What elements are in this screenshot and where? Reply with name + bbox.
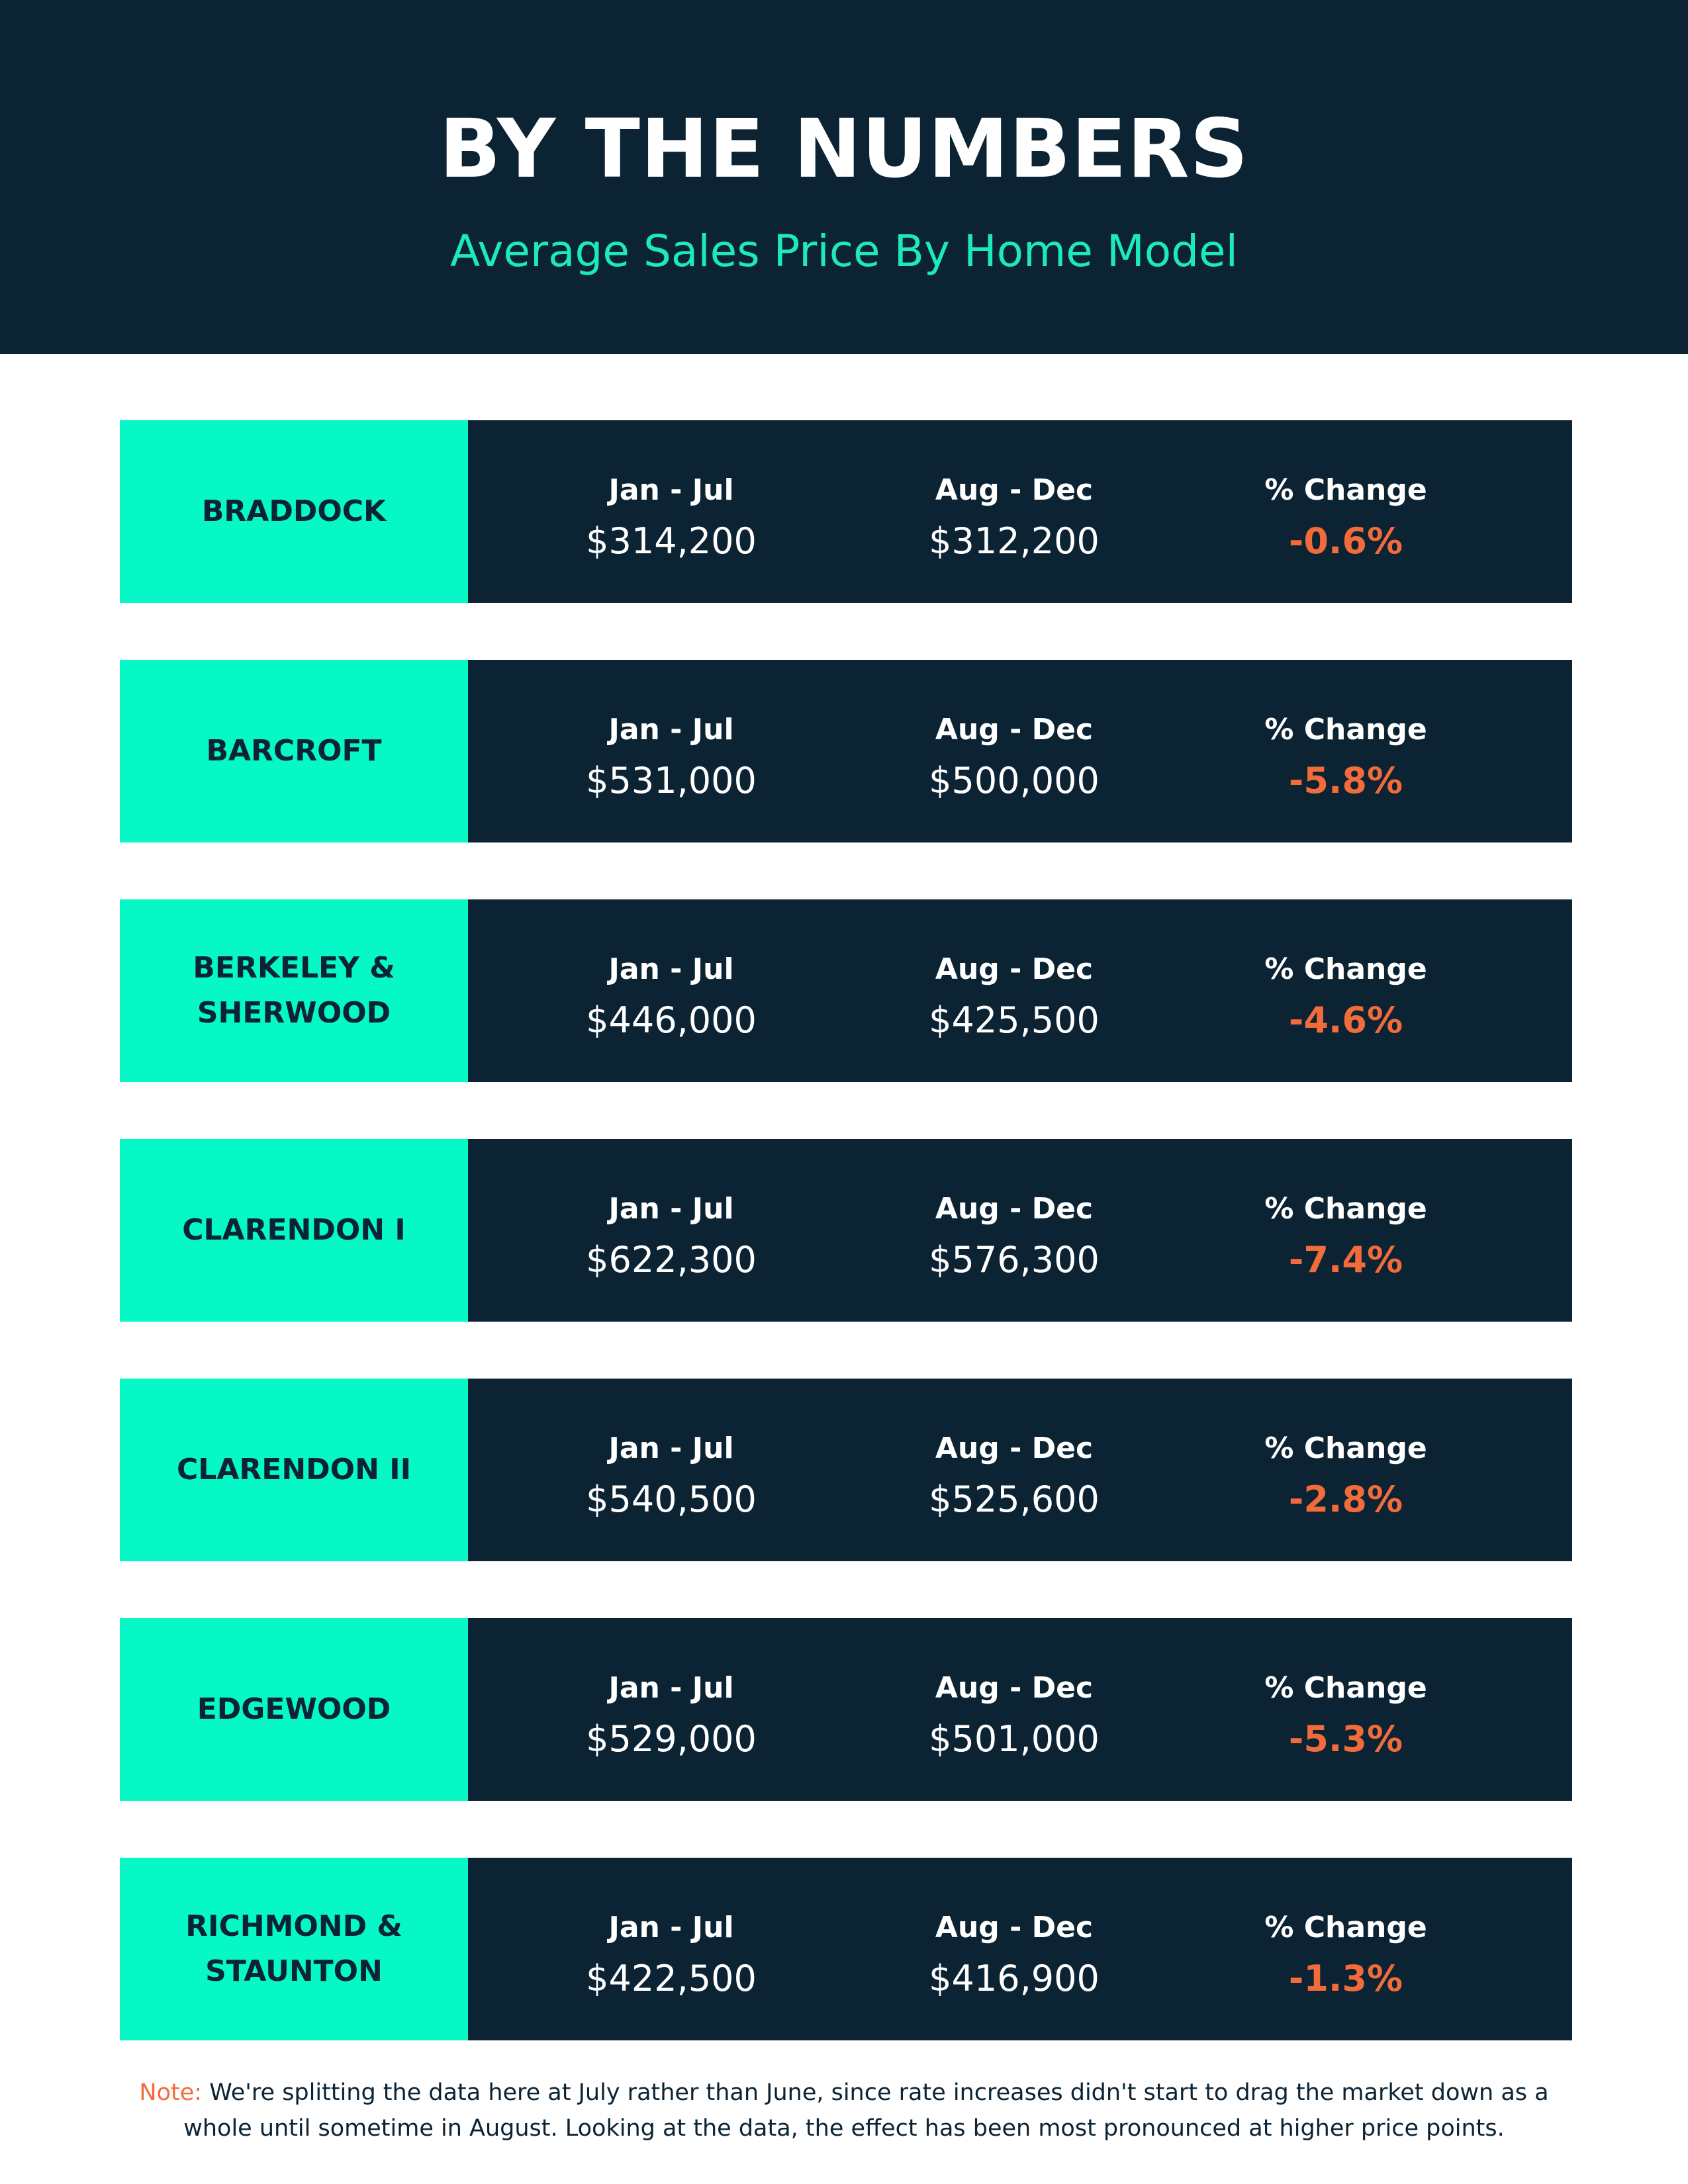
model-cell: RICHMOND & STAUNTON xyxy=(120,1858,468,2040)
header: BY THE NUMBERS Average Sales Price By Ho… xyxy=(0,0,1688,354)
price: $525,600 xyxy=(929,1479,1100,1520)
column-label: Jan - Jul xyxy=(608,1432,734,1465)
price: $529,000 xyxy=(586,1718,757,1760)
table-row: RICHMOND & STAUNTON Jan - Jul $422,500 Aug … xyxy=(120,1858,1572,2040)
value-cell: Aug - Dec $312,200 xyxy=(816,420,1213,603)
price: $576,300 xyxy=(929,1239,1100,1281)
model-cell: BRADDOCK xyxy=(120,420,468,603)
column-label: % Change xyxy=(1264,952,1427,986)
price: $416,900 xyxy=(929,1958,1100,1999)
column-label: Jan - Jul xyxy=(608,473,734,507)
column-label: % Change xyxy=(1264,1192,1427,1226)
model-name: EDGEWOOD xyxy=(197,1692,391,1726)
note: Note: We're splitting the data here at J… xyxy=(113,2075,1575,2146)
value-cell: Aug - Dec $501,000 xyxy=(816,1618,1213,1801)
price: $422,500 xyxy=(586,1958,757,1999)
column-label: % Change xyxy=(1264,713,1427,747)
model-name: RICHMOND & STAUNTON xyxy=(185,1909,402,1988)
column-label: Jan - Jul xyxy=(608,1671,734,1705)
percent-change: -7.4% xyxy=(1288,1239,1403,1281)
price: $314,200 xyxy=(586,520,757,562)
value-cell: Aug - Dec $500,000 xyxy=(816,660,1213,842)
model-name: BRADDOCK xyxy=(201,494,387,528)
percent-change: -5.8% xyxy=(1288,760,1403,801)
column-label: Aug - Dec xyxy=(935,1671,1094,1705)
value-cell: Jan - Jul $531,000 xyxy=(473,660,870,842)
percent-change: -4.6% xyxy=(1288,999,1403,1041)
column-label: Aug - Dec xyxy=(935,1911,1094,1944)
model-name: BERKELEY & SHERWOOD xyxy=(193,951,395,1030)
table-row: CLARENDON II Jan - Jul $540,500 Aug - Dec $5… xyxy=(120,1379,1572,1561)
value-cell: Jan - Jul $422,500 xyxy=(473,1858,870,2040)
value-cell: % Change -1.3% xyxy=(1147,1858,1544,2040)
value-cell: Jan - Jul $446,000 xyxy=(473,899,870,1082)
column-label: Jan - Jul xyxy=(608,713,734,747)
value-cell: % Change -2.8% xyxy=(1147,1379,1544,1561)
column-label: % Change xyxy=(1264,1671,1427,1705)
percent-change: -0.6% xyxy=(1288,520,1403,562)
column-label: % Change xyxy=(1264,473,1427,507)
table-row: BRADDOCK Jan - Jul $314,200 Aug - Dec $312,2… xyxy=(120,420,1572,603)
table-row: CLARENDON I Jan - Jul $622,300 Aug - Dec $57… xyxy=(120,1139,1572,1322)
value-cell: Aug - Dec $576,300 xyxy=(816,1139,1213,1322)
price: $501,000 xyxy=(929,1718,1100,1760)
price: $446,000 xyxy=(586,999,757,1041)
price: $425,500 xyxy=(929,999,1100,1041)
column-label: % Change xyxy=(1264,1911,1427,1944)
value-cell: Jan - Jul $314,200 xyxy=(473,420,870,603)
value-cell: Jan - Jul $540,500 xyxy=(473,1379,870,1561)
column-label: Aug - Dec xyxy=(935,952,1094,986)
model-cell: CLARENDON I xyxy=(120,1139,468,1322)
column-label: Aug - Dec xyxy=(935,713,1094,747)
price: $500,000 xyxy=(929,760,1100,801)
column-label: Aug - Dec xyxy=(935,1192,1094,1226)
column-label: Jan - Jul xyxy=(608,952,734,986)
column-label: % Change xyxy=(1264,1432,1427,1465)
value-cell: % Change -0.6% xyxy=(1147,420,1544,603)
value-cell: % Change -5.8% xyxy=(1147,660,1544,842)
percent-change: -5.3% xyxy=(1288,1718,1403,1760)
title: BY THE NUMBERS xyxy=(439,102,1249,196)
value-cell: % Change -4.6% xyxy=(1147,899,1544,1082)
value-cell: Aug - Dec $425,500 xyxy=(816,899,1213,1082)
column-label: Aug - Dec xyxy=(935,473,1094,507)
price: $312,200 xyxy=(929,520,1100,562)
value-cell: Jan - Jul $622,300 xyxy=(473,1139,870,1322)
value-cell: Jan - Jul $529,000 xyxy=(473,1618,870,1801)
price: $540,500 xyxy=(586,1479,757,1520)
price: $622,300 xyxy=(586,1239,757,1281)
model-cell: BERKELEY & SHERWOOD xyxy=(120,899,468,1082)
value-cell: % Change -5.3% xyxy=(1147,1618,1544,1801)
model-name: BARCROFT xyxy=(206,734,382,768)
note-text: We're splitting the data here at July ra… xyxy=(183,2079,1549,2142)
table-row: BARCROFT Jan - Jul $531,000 Aug - Dec $500,0… xyxy=(120,660,1572,842)
percent-change: -2.8% xyxy=(1288,1479,1403,1520)
value-cell: Aug - Dec $416,900 xyxy=(816,1858,1213,2040)
table-row: EDGEWOOD Jan - Jul $529,000 Aug - Dec $501,0… xyxy=(120,1618,1572,1801)
column-label: Aug - Dec xyxy=(935,1432,1094,1465)
model-cell: BARCROFT xyxy=(120,660,468,842)
value-cell: % Change -7.4% xyxy=(1147,1139,1544,1322)
price: $531,000 xyxy=(586,760,757,801)
model-cell: CLARENDON II xyxy=(120,1379,468,1561)
model-cell: EDGEWOOD xyxy=(120,1618,468,1801)
table-row: BERKELEY & SHERWOOD Jan - Jul $446,000 Aug … xyxy=(120,899,1572,1082)
column-label: Jan - Jul xyxy=(608,1192,734,1226)
percent-change: -1.3% xyxy=(1288,1958,1403,1999)
model-name: CLARENDON II xyxy=(177,1453,411,1486)
column-label: Jan - Jul xyxy=(608,1911,734,1944)
note-label: Note: xyxy=(139,2079,203,2106)
model-name: CLARENDON I xyxy=(182,1213,406,1247)
subtitle: Average Sales Price By Home Model xyxy=(450,226,1238,277)
value-cell: Aug - Dec $525,600 xyxy=(816,1379,1213,1561)
